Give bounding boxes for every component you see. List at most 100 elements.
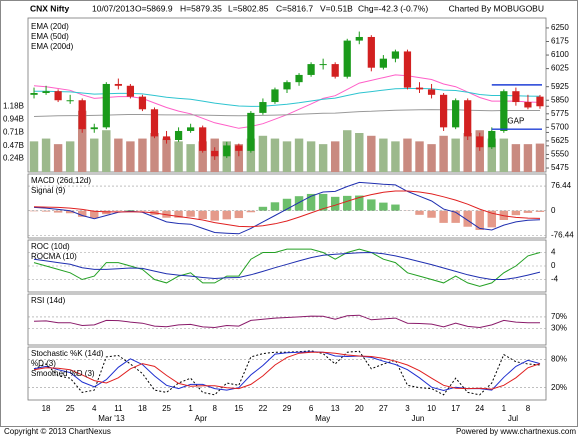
histogram-bar xyxy=(198,210,207,220)
histogram-bar xyxy=(415,210,424,215)
histogram-bar xyxy=(487,210,497,228)
volume-bar xyxy=(41,138,51,172)
volume-bar xyxy=(53,144,63,172)
histogram-bar xyxy=(53,210,63,213)
candle-body xyxy=(247,112,255,151)
candle-body xyxy=(536,96,544,107)
histogram-bar xyxy=(186,210,195,217)
date: 10/07/2013 xyxy=(92,3,135,13)
x-tick-label: 24 xyxy=(475,404,484,413)
volume-bar xyxy=(198,141,207,172)
candle-body xyxy=(223,145,231,157)
candle-body xyxy=(512,91,520,103)
histogram-bar xyxy=(367,199,376,211)
volume-bar xyxy=(391,141,400,172)
quote: H=5879.35 xyxy=(180,3,222,13)
legend-entry: Smoothed %D (3) xyxy=(31,369,95,378)
volume-bar xyxy=(102,130,111,172)
volume-bar xyxy=(403,138,412,172)
quote: V=0.51B xyxy=(320,3,353,13)
candle-body xyxy=(211,150,219,157)
histogram-bar xyxy=(511,210,521,216)
histogram-bar xyxy=(535,210,545,212)
y-tick-label: 5550 xyxy=(551,150,569,159)
series-line xyxy=(33,251,541,280)
panel xyxy=(27,293,547,346)
candle-body xyxy=(42,91,50,94)
histogram-bar xyxy=(451,210,460,223)
volume-bar xyxy=(138,138,147,172)
volume-bar xyxy=(499,138,509,172)
volume-bar xyxy=(126,141,135,172)
candle-body xyxy=(331,64,339,77)
candle-body xyxy=(343,40,351,77)
x-tick-label: 25 xyxy=(162,404,171,413)
x-tick-label: 1 xyxy=(188,404,193,413)
candle-body xyxy=(271,89,279,103)
x-tick-label: 29 xyxy=(283,404,292,413)
volume-bar xyxy=(330,141,340,172)
histogram-bar xyxy=(174,210,183,218)
y-tick-label: 6250 xyxy=(551,23,569,32)
series-line xyxy=(33,350,541,396)
y-tick-label: 6025 xyxy=(551,64,569,73)
legend-entry: EMA (20d) xyxy=(31,22,69,31)
histogram-bar xyxy=(343,195,352,211)
candle-body xyxy=(78,100,86,130)
volume-bar xyxy=(463,133,472,172)
series-line xyxy=(33,248,541,287)
volume-bar xyxy=(294,138,304,172)
histogram-bar xyxy=(475,210,484,230)
volume-bar xyxy=(162,138,171,172)
legend-entry: RSI (14d) xyxy=(31,296,66,305)
candle-body xyxy=(162,136,171,141)
y-tick-label: 0 xyxy=(551,206,556,215)
histogram-bar xyxy=(258,206,268,211)
x-tick-label: 18 xyxy=(138,404,147,413)
y-tick-label: 20% xyxy=(551,383,567,392)
volume-bar xyxy=(65,141,75,172)
x-tick-label: 20 xyxy=(355,404,364,413)
candle-body xyxy=(150,109,159,137)
candle-body xyxy=(476,136,484,148)
y-tick-label: 0.71B xyxy=(3,128,24,137)
x-tick-label: 8 xyxy=(212,404,217,413)
candle-body xyxy=(114,83,122,86)
y-tick-label: -76.44 xyxy=(551,230,574,239)
y-tick-label: 80% xyxy=(551,354,567,363)
x-tick-label: 22 xyxy=(258,404,267,413)
volume-bar xyxy=(535,143,545,172)
series-line xyxy=(33,190,541,228)
candle-body xyxy=(464,100,472,137)
x-month-label: Jul xyxy=(508,414,518,423)
candle-body xyxy=(138,96,147,110)
y-tick-label: 5775 xyxy=(551,109,569,118)
volume-bar xyxy=(114,138,123,172)
legend-entry: ROCMA (10) xyxy=(31,252,77,261)
volume-bar xyxy=(451,138,460,172)
y-tick-label: 6100 xyxy=(551,50,569,59)
candle-body xyxy=(452,100,460,128)
candle-body xyxy=(391,51,400,59)
histogram-bar xyxy=(162,210,171,218)
histogram-bar xyxy=(65,210,75,214)
volume-bar xyxy=(415,141,424,172)
x-tick-label: 11 xyxy=(114,404,123,413)
x-tick-label: 3 xyxy=(405,404,410,413)
candle-body xyxy=(500,91,508,131)
histogram-bar xyxy=(379,202,388,211)
footer-left: Copyright © 2013 ChartNexus xyxy=(4,427,111,436)
histogram-bar xyxy=(102,210,111,215)
candle-body xyxy=(319,64,327,66)
y-tick-label: -4 xyxy=(551,275,559,284)
volume-bar xyxy=(355,133,364,172)
volume-bar xyxy=(318,144,328,172)
volume-bar xyxy=(150,133,159,172)
candle-body xyxy=(415,87,424,90)
candle-body xyxy=(66,100,74,102)
volume-bar xyxy=(270,138,280,172)
quote: L=5802.85 xyxy=(228,3,269,13)
x-tick-label: 17 xyxy=(451,404,460,413)
y-tick-label: 5850 xyxy=(551,95,569,104)
